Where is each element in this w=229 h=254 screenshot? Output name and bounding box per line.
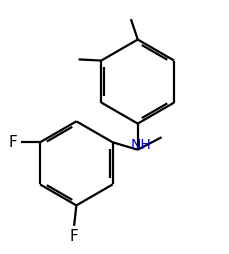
Text: NH: NH: [130, 138, 151, 152]
Text: F: F: [69, 229, 78, 244]
Text: F: F: [8, 135, 17, 150]
